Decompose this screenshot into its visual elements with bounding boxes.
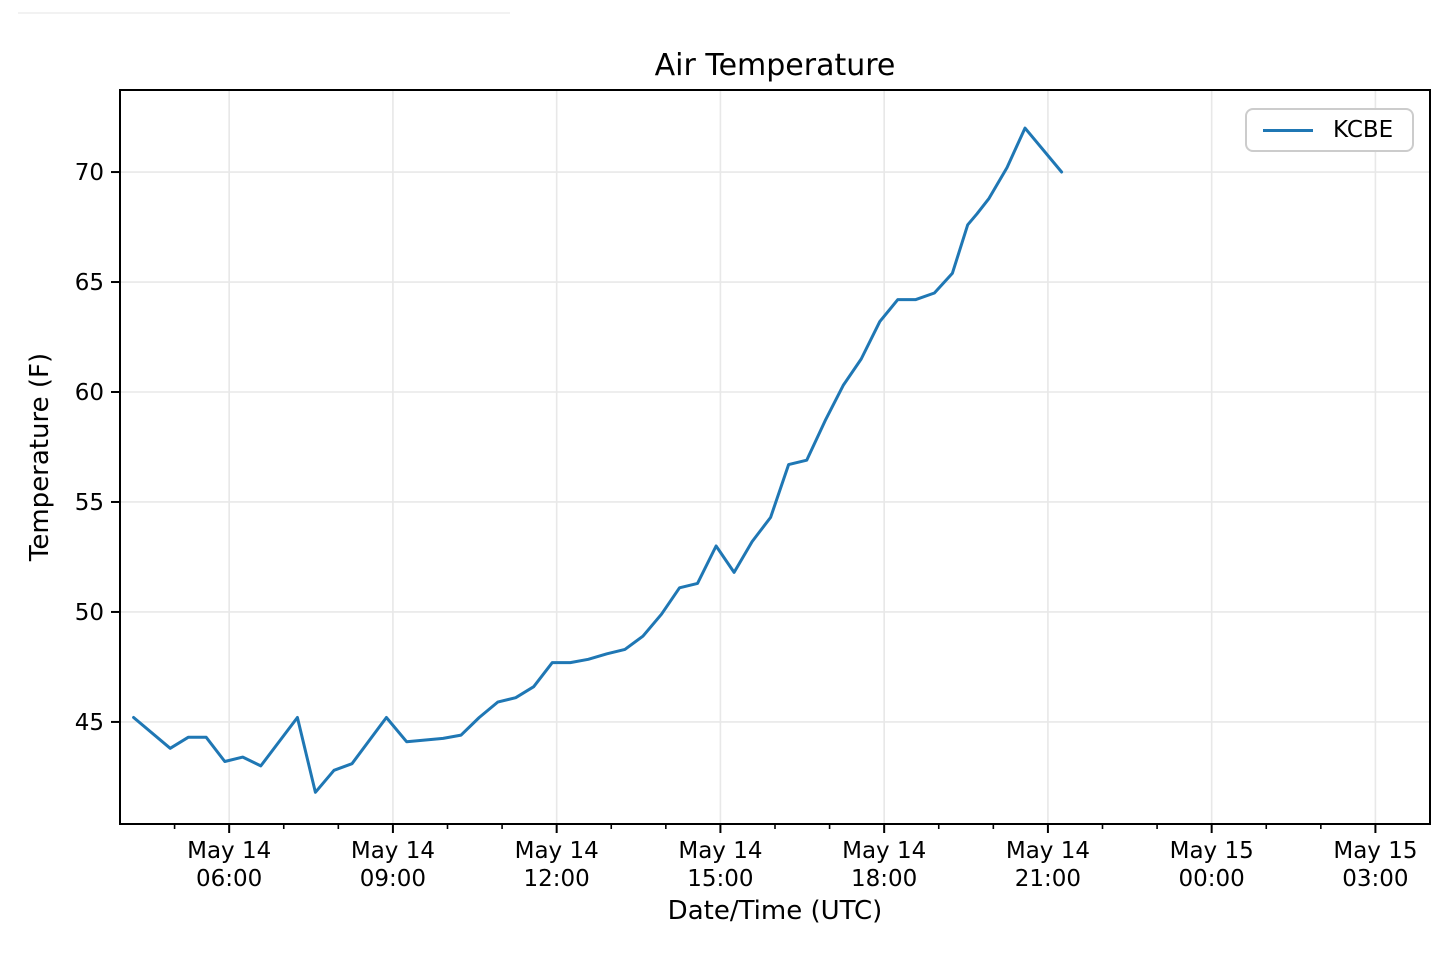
- x-tick-label: 03:00: [1342, 866, 1408, 892]
- x-tick-label: May 14: [351, 838, 435, 864]
- x-tick-label: May 15: [1333, 838, 1417, 864]
- x-axis-label: Date/Time (UTC): [667, 896, 883, 926]
- x-tick-label: May 14: [515, 838, 599, 864]
- x-tick-label: 06:00: [196, 866, 262, 892]
- y-tick-label: 50: [75, 600, 104, 626]
- x-tick-label: May 14: [842, 838, 926, 864]
- x-tick-label: 12:00: [524, 866, 590, 892]
- top-edge-artifact-line: [18, 12, 510, 14]
- y-tick-label: 60: [75, 380, 104, 406]
- plot-border: [119, 89, 1431, 825]
- chart-title: Air Temperature: [654, 48, 896, 83]
- x-tick-label: 09:00: [360, 866, 426, 892]
- legend-entry-label: KCBE: [1333, 117, 1394, 143]
- y-tick-label: 65: [75, 270, 104, 296]
- x-tick-label: 21:00: [1015, 866, 1081, 892]
- series-line-KCBE: [132, 126, 1064, 794]
- x-tick-label: May 14: [1006, 838, 1090, 864]
- y-axis-label: Temperature (F): [25, 352, 55, 562]
- x-tick-label: May 14: [187, 838, 271, 864]
- y-tick-label: 45: [75, 710, 104, 736]
- y-tick-label: 70: [75, 160, 104, 186]
- x-tick-label: 00:00: [1179, 866, 1245, 892]
- x-tick-label: 18:00: [851, 866, 917, 892]
- x-tick-label: 15:00: [687, 866, 753, 892]
- x-tick-label: May 14: [678, 838, 762, 864]
- legend-line-sample-icon: [1263, 128, 1313, 132]
- y-tick-label: 55: [75, 490, 104, 516]
- legend: KCBE: [1245, 108, 1414, 152]
- x-tick-label: May 15: [1170, 838, 1254, 864]
